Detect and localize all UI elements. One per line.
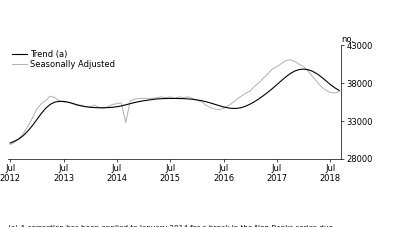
Text: (a) A correction has been applied to January 2014 for a break in the Non-Banks s: (a) A correction has been applied to Jan… [8, 225, 333, 227]
Text: no.: no. [341, 35, 355, 44]
Legend: Trend (a), Seasonally Adjusted: Trend (a), Seasonally Adjusted [12, 49, 116, 69]
